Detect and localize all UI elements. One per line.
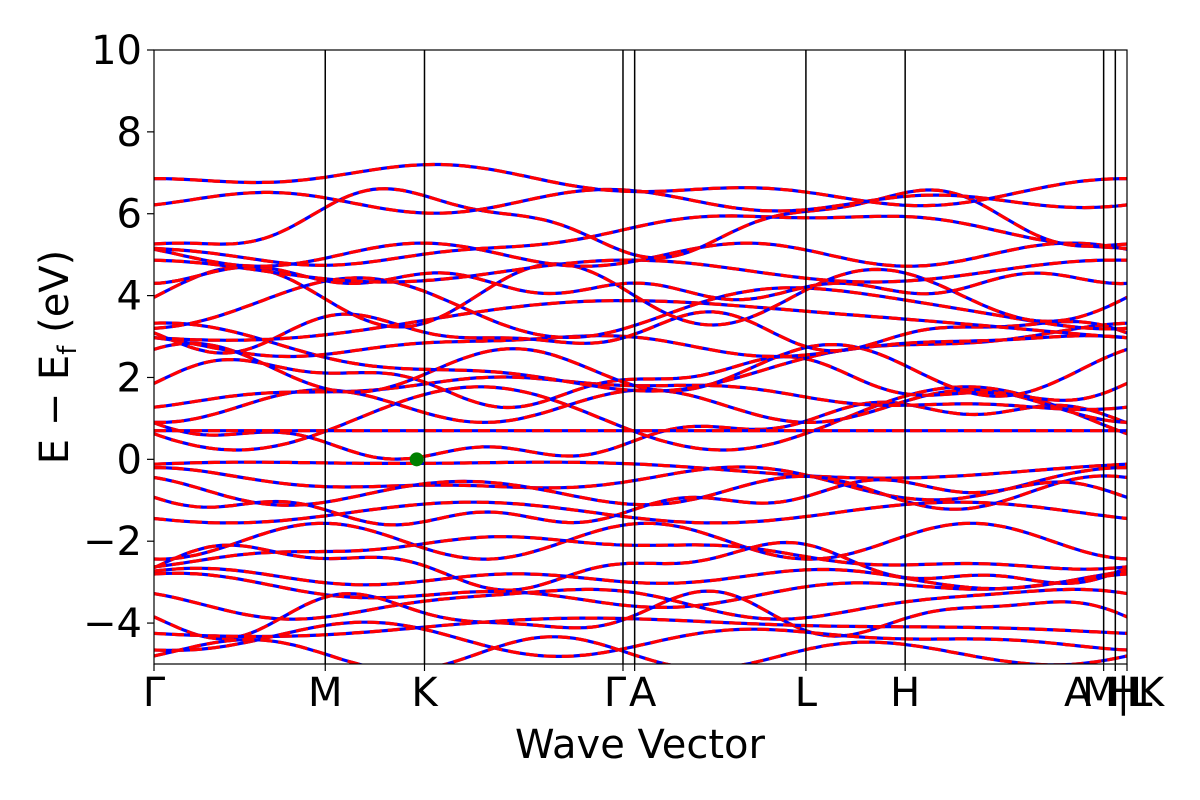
band-spin-down (154, 385, 1127, 452)
x-axis-label: Wave Vector (515, 722, 766, 768)
band-spin-down (154, 262, 1127, 329)
x-tick-label: M|L (1082, 670, 1153, 716)
x-tick-label: A (629, 670, 657, 716)
band-spin-up (154, 355, 1127, 410)
band-spin-down (154, 299, 1127, 342)
band-spin-down (154, 635, 1127, 664)
y-tick-label: 10 (91, 28, 142, 74)
y-tick-label: 4 (117, 274, 142, 320)
band-spin-up (154, 310, 1127, 355)
vbm-marker (409, 452, 424, 467)
x-tick-label: A (1064, 670, 1092, 716)
band-spin-down (154, 465, 1127, 502)
band-spin-down (154, 535, 1127, 571)
band-spin-down (154, 540, 1127, 592)
x-tick-label: M (308, 670, 343, 716)
band-spin-down (154, 571, 1127, 609)
y-tick-label: 2 (117, 355, 142, 401)
x-tick-label: K (411, 670, 439, 716)
x-tick-label: H (1108, 670, 1138, 716)
x-tick-label: Γ (143, 670, 166, 716)
x-tick-label: L (795, 670, 818, 716)
band-spin-down (154, 276, 1127, 339)
band-spin-up (154, 635, 1127, 664)
band-spin-down (154, 214, 1127, 267)
band-spin-up (154, 521, 1127, 561)
band-spin-up (154, 299, 1127, 342)
band-spin-down (154, 589, 1127, 641)
y-axis-label: E − Ef (eV) (32, 250, 83, 465)
band-spin-down (154, 500, 1127, 525)
band-spin-down (154, 478, 1127, 527)
band-spin-down (154, 187, 1127, 260)
band-spin-down (154, 162, 1127, 208)
y-tick-label: 0 (117, 437, 142, 483)
bands-layer (154, 162, 1127, 664)
band-spin-down (154, 460, 1127, 480)
y-tick-label: 6 (117, 192, 142, 238)
band-spin-down (154, 616, 1127, 639)
plot-frame (153, 49, 1128, 665)
band-spin-down (154, 566, 1127, 591)
high-symmetry-lines (324, 50, 1117, 664)
band-spin-up (154, 616, 1127, 639)
band-spin-down (154, 521, 1127, 561)
band-spin-down (154, 334, 1127, 359)
band-spin-down (154, 400, 1127, 461)
x-tick-label: Γ (604, 670, 627, 716)
y-tick-label: −4 (83, 601, 142, 647)
band-spin-down (154, 341, 1127, 398)
band-spin-down (154, 355, 1127, 410)
band-spin-down (154, 474, 1127, 511)
band-spin-down (154, 310, 1127, 355)
band-spin-down (154, 620, 1127, 658)
band-spin-down (154, 587, 1127, 621)
y-tick-label: 8 (117, 110, 142, 156)
x-tick-label: H (890, 670, 920, 716)
y-tick-label: −2 (83, 519, 142, 565)
x-tick-label: K (1138, 670, 1166, 716)
band-spin-down (154, 241, 1127, 268)
